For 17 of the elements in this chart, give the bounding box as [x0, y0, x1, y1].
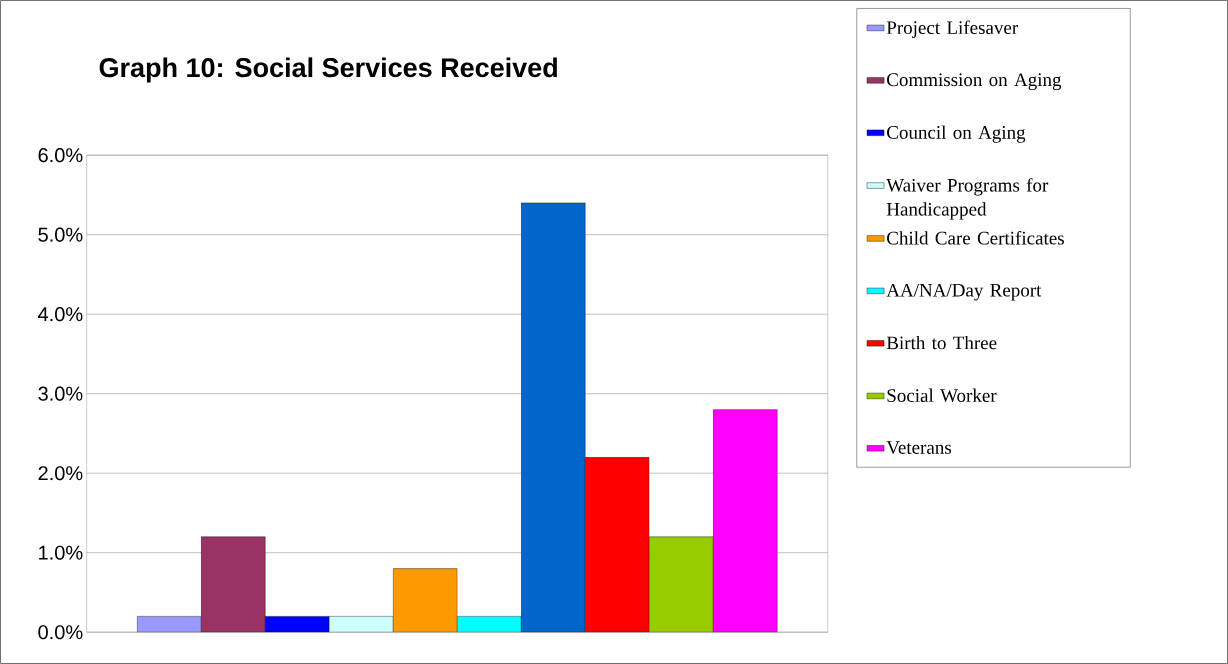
legend-label: Child Care Certificates — [887, 231, 1064, 245]
y-tick-label: 2.0% — [38, 466, 83, 481]
chart-title: Graph 10: Social Services Received — [99, 57, 557, 83]
y-tick-label: 6.0% — [38, 148, 83, 163]
y-tick-label: 3.0% — [38, 386, 83, 401]
y-tick-label: 0.0% — [38, 625, 83, 640]
legend-label: Project Lifesaver — [886, 20, 1019, 38]
y-tick-label: 5.0% — [38, 227, 83, 242]
legend-label: Council on Aging — [887, 125, 1026, 143]
y-tick-label: 4.0% — [38, 307, 83, 322]
legend-label: Waiver Programs for Handicapped — [886, 178, 1049, 220]
legend-label: Commission on Aging — [887, 73, 1062, 91]
legend-label: Social Worker — [887, 388, 997, 403]
legend-label: AA/NA/Day Report — [886, 283, 1042, 301]
legend-label: Veterans — [886, 441, 952, 455]
y-tick-label: 1.0% — [39, 545, 83, 560]
legend-label: Birth to Three — [886, 335, 997, 350]
